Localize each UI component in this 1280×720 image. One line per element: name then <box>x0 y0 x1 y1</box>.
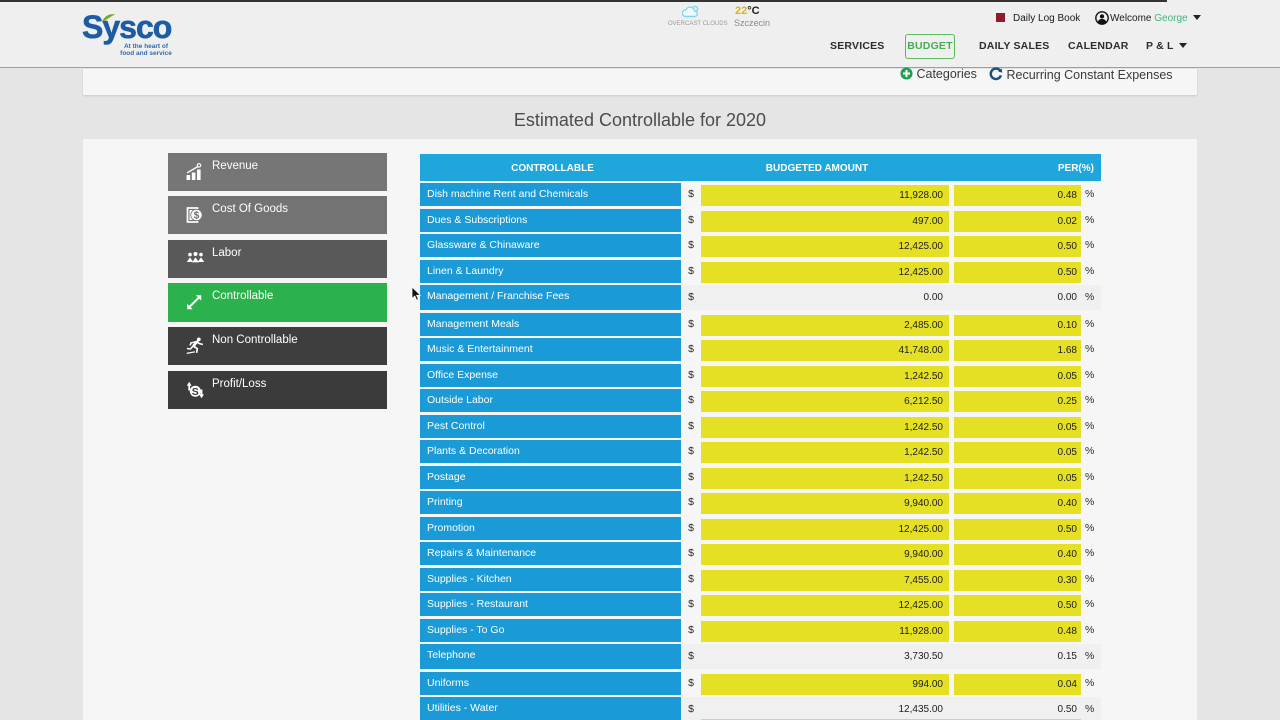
svg-text:$: $ <box>194 211 200 222</box>
svg-text:S: S <box>192 386 199 398</box>
